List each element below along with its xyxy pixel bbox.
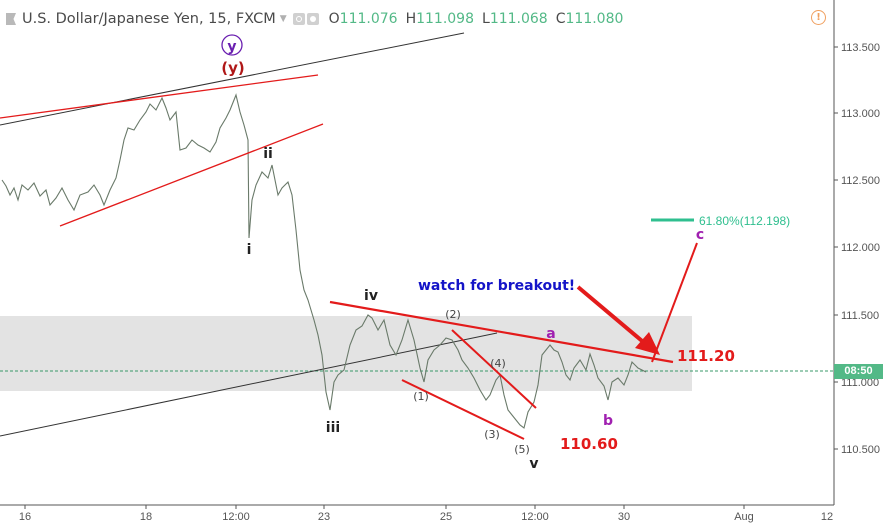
chart-legend: U.S. Dollar/Japanese Yen, 15, FXCM ▼ O 11…	[6, 8, 623, 30]
price-tick: 112.500	[841, 175, 880, 187]
red-lower-wedge	[59, 123, 324, 227]
open-label: O	[328, 11, 340, 27]
wave-iv-label: iv	[364, 288, 378, 304]
subwave-5-label: (5)	[514, 443, 530, 456]
open-value: 111.076	[339, 11, 398, 27]
upper-channel-line	[0, 32, 465, 126]
subwave-4-label: (4)	[490, 357, 506, 370]
price-tick: 112.000	[841, 242, 880, 254]
price-tick: 111.500	[841, 310, 879, 322]
time-tick: 16	[19, 511, 31, 523]
wave-y-label: (y)	[221, 59, 245, 77]
breakout-callout: watch for breakout!	[418, 278, 575, 294]
chevron-down-icon[interactable]: ▼	[279, 14, 287, 24]
low-value: 111.068	[489, 11, 548, 27]
time-tick: 30	[618, 511, 630, 523]
wave-y-circle-icon	[221, 34, 243, 56]
wave-b-label: b	[603, 413, 613, 429]
warning-icon[interactable]: !	[811, 10, 826, 25]
price-tick: 113.000	[841, 108, 880, 120]
time-tick: 18	[140, 511, 152, 523]
projected-wave-c	[651, 242, 698, 363]
lower-channel-line	[0, 332, 498, 437]
level-111-20-label: 111.20	[677, 347, 735, 365]
time-tick: 12:00	[521, 511, 549, 523]
close-label: C	[555, 11, 566, 27]
time-tick: 23	[318, 511, 330, 523]
high-label: H	[405, 11, 417, 27]
consolidation-zone	[0, 316, 692, 391]
wave-iii-label: iii	[326, 420, 340, 436]
fib-level-label: 61.80%(112.198)	[699, 214, 790, 228]
price-tick: 111.000	[841, 377, 879, 389]
time-tick: 12:00	[222, 511, 250, 523]
close-value: 111.080	[565, 11, 624, 27]
price-tick: 113.500	[841, 42, 880, 54]
wave-a-label: a	[546, 326, 555, 342]
price-tick: 110.500	[841, 444, 880, 456]
low-label: L	[482, 11, 490, 27]
level-110-60-label: 110.60	[560, 435, 618, 453]
symbol-title[interactable]: U.S. Dollar/Japanese Yen, 15, FXCM	[22, 11, 276, 27]
high-value: 111.098	[416, 11, 474, 27]
price-series	[1, 93, 647, 429]
subwave-1-label: (1)	[413, 390, 429, 403]
flag-icon[interactable]	[6, 13, 16, 25]
red-upper-wedge	[0, 74, 319, 119]
time-tick: Aug	[734, 511, 754, 523]
red-diagonal-lower	[401, 379, 525, 440]
red-diagonal-upper	[451, 329, 537, 409]
subwave-2-label: (2)	[445, 308, 461, 321]
wave-i-label: i	[247, 242, 252, 258]
wave-v-label: v	[529, 456, 538, 472]
breakout-arrow-shaft	[576, 285, 650, 348]
red-descending-resistance	[329, 300, 674, 364]
time-tick: 25	[440, 511, 452, 523]
breakout-arrow-head	[635, 332, 660, 355]
gear-icon[interactable]	[306, 13, 319, 25]
current-price-tag: 08:50	[834, 364, 883, 379]
time-tick: 12	[821, 511, 833, 523]
wave-ii-label: ii	[263, 146, 273, 162]
subwave-3-label: (3)	[484, 428, 500, 441]
eye-icon[interactable]	[292, 13, 305, 25]
wave-y-circle-label: y	[227, 39, 236, 55]
wave-c-label: c	[696, 227, 704, 243]
